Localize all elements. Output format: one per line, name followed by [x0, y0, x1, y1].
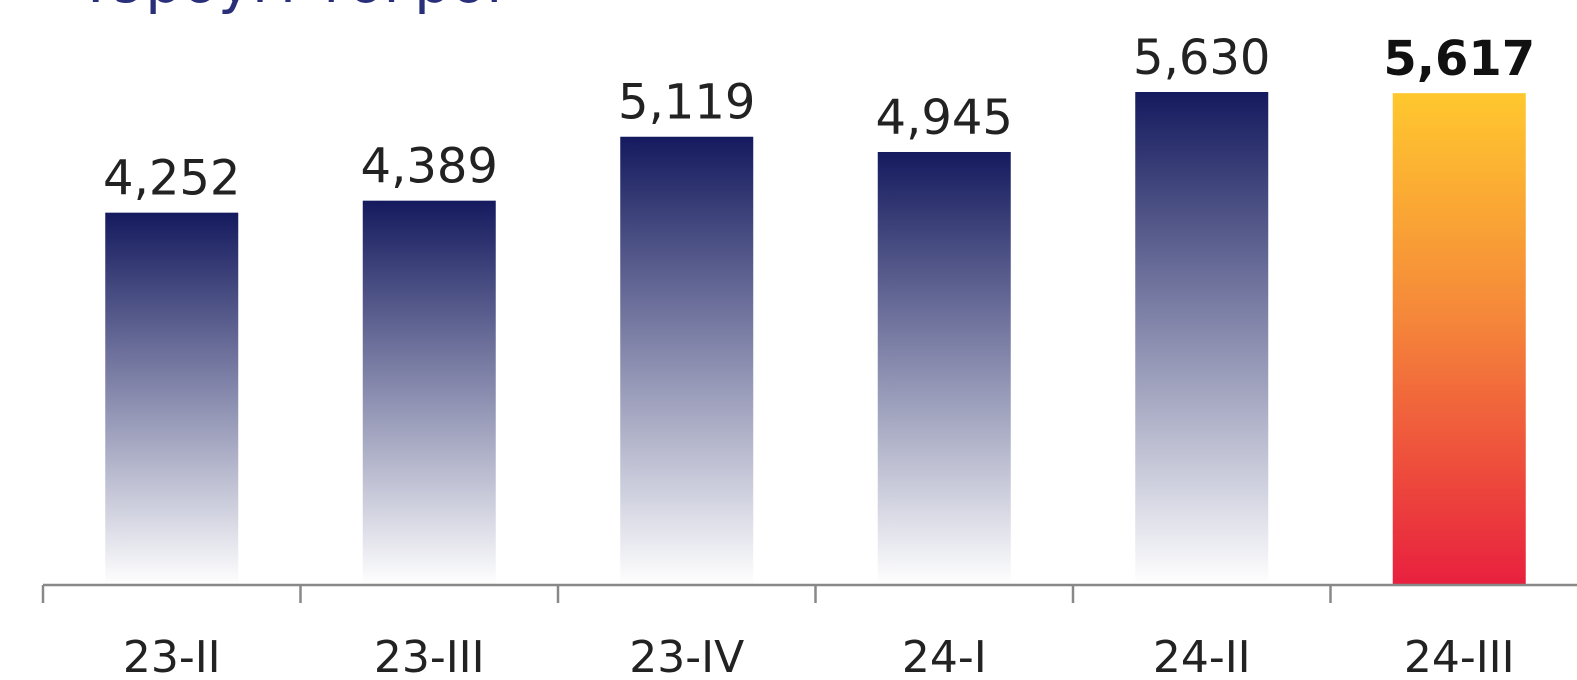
bar-23-IV — [620, 136, 754, 586]
value-labels-layer: 4,252 4,389 5,119 4,945 5,630 5,617 — [103, 30, 1535, 207]
x-axis — [41, 583, 1577, 603]
bar-24-III — [1392, 93, 1526, 585]
x-tick-label-24-III: 24-III — [1404, 632, 1515, 680]
bar-24-II — [1135, 92, 1269, 585]
value-label-24-II: 5,630 — [1133, 30, 1270, 86]
value-label-23-II: 4,252 — [103, 151, 240, 207]
x-tick-label-24-II: 24-II — [1153, 632, 1251, 680]
chart-title: Тэрбум төгрөг — [78, 0, 517, 16]
value-label-24-III: 5,617 — [1383, 31, 1535, 87]
bar-23-III — [362, 200, 496, 585]
x-tick-label-23-III: 23-III — [374, 632, 485, 680]
value-label-23-IV: 5,119 — [618, 75, 755, 131]
bar-24-I — [877, 151, 1011, 585]
value-label-23-III: 4,389 — [361, 139, 498, 195]
bar-23-II — [105, 212, 239, 585]
x-tick-label-23-II: 23-II — [123, 632, 221, 680]
value-label-24-I: 4,945 — [876, 90, 1013, 146]
bars-layer — [105, 92, 1526, 586]
x-tick-labels-layer: 23-II 23-III 23-IV 24-I 24-II 24-III — [123, 632, 1515, 680]
x-tick-label-23-IV: 23-IV — [629, 632, 744, 680]
x-tick-label-24-I: 24-I — [902, 632, 987, 680]
